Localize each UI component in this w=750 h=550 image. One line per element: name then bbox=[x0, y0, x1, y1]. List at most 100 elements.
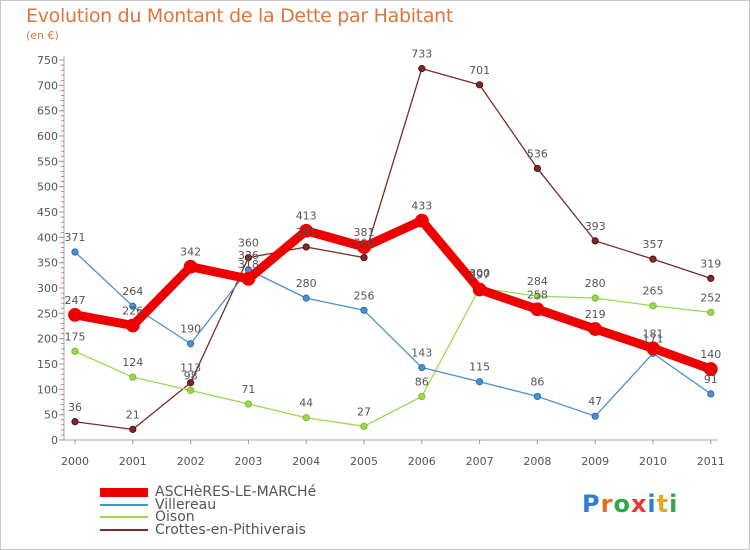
data-label: 21 bbox=[126, 408, 140, 421]
series-oison bbox=[71, 284, 715, 430]
data-point bbox=[418, 392, 426, 401]
data-point bbox=[129, 302, 137, 310]
data-label: 252 bbox=[700, 291, 721, 304]
data-point bbox=[71, 248, 79, 256]
y-tick-label: 750 bbox=[37, 54, 58, 67]
data-label: 171 bbox=[643, 332, 664, 345]
x-tick-label: 2007 bbox=[466, 455, 494, 468]
data-label: 36 bbox=[68, 401, 82, 414]
x-tick-label: 2000 bbox=[61, 455, 89, 468]
x-tick-label: 2009 bbox=[581, 455, 609, 468]
data-label: 536 bbox=[527, 147, 548, 160]
data-label: 247 bbox=[65, 294, 86, 307]
data-label: 342 bbox=[180, 246, 201, 259]
data-label: 143 bbox=[411, 347, 432, 360]
x-tick-label: 2011 bbox=[697, 455, 725, 468]
data-point bbox=[360, 422, 368, 430]
data-point bbox=[302, 294, 310, 302]
legend-label: Crottes-en-Pithiverais bbox=[155, 521, 306, 538]
data-label: 357 bbox=[643, 238, 664, 251]
data-label: 280 bbox=[296, 277, 317, 290]
chart-subtitle: (en €) bbox=[26, 29, 59, 42]
y-tick-label: 150 bbox=[37, 358, 58, 371]
x-tick-label: 2001 bbox=[119, 455, 147, 468]
data-point bbox=[241, 271, 256, 286]
series-line bbox=[74, 67, 712, 431]
x-tick-label: 2004 bbox=[292, 455, 320, 468]
data-label: 113 bbox=[180, 362, 201, 375]
legend-label: Oison bbox=[155, 509, 195, 525]
series-line bbox=[70, 216, 716, 374]
data-label: 86 bbox=[530, 375, 544, 388]
data-label: 336 bbox=[238, 249, 259, 262]
y-tick-label: 400 bbox=[37, 231, 58, 244]
data-label: 701 bbox=[469, 64, 490, 77]
y-tick-label: 600 bbox=[37, 130, 58, 143]
y-tick-label: 650 bbox=[37, 105, 58, 118]
x-tick-label: 2006 bbox=[408, 455, 436, 468]
series-line bbox=[74, 251, 712, 417]
data-point bbox=[302, 243, 310, 251]
logo-letter: o bbox=[613, 490, 631, 518]
y-tick-label: 200 bbox=[37, 333, 58, 346]
series-layer bbox=[68, 65, 718, 433]
data-point bbox=[244, 400, 252, 408]
data-label: 219 bbox=[585, 308, 606, 321]
legend-label: ASCHèRES-LE-MARCHé bbox=[155, 484, 317, 500]
data-label: 264 bbox=[122, 285, 143, 298]
data-label: 98 bbox=[184, 369, 198, 382]
data-label: 433 bbox=[411, 200, 432, 213]
data-label: 86 bbox=[415, 375, 429, 388]
data-label: 297 bbox=[469, 269, 490, 282]
data-label: 27 bbox=[357, 405, 371, 418]
data-point bbox=[646, 341, 660, 356]
axes: 0 50 100 150 200 250 300 350 400 450 500 550 600 650 7… bbox=[37, 54, 725, 468]
data-point bbox=[244, 254, 252, 262]
data-label: 319 bbox=[700, 257, 721, 270]
data-point bbox=[187, 340, 195, 348]
data-label: 258 bbox=[527, 288, 548, 301]
legend-swatch bbox=[100, 487, 148, 497]
data-point bbox=[533, 392, 542, 401]
legend-label: Villereau bbox=[155, 496, 217, 513]
y-tick-label: 450 bbox=[37, 206, 58, 219]
data-point bbox=[533, 292, 542, 300]
data-point bbox=[707, 308, 715, 316]
y-tick-label: 550 bbox=[37, 155, 58, 168]
data-label: 256 bbox=[354, 289, 375, 302]
data-label: 381 bbox=[354, 226, 375, 239]
x-tick-label: 2003 bbox=[234, 455, 262, 468]
proxiti-logo: Proxiti bbox=[582, 490, 678, 518]
data-point bbox=[472, 282, 487, 297]
data-label: 300 bbox=[469, 267, 490, 280]
data-label: 360 bbox=[238, 237, 259, 250]
data-point bbox=[707, 390, 715, 398]
data-point bbox=[418, 65, 426, 73]
data-label: 47 bbox=[588, 395, 602, 408]
logo-letter: r bbox=[600, 490, 614, 518]
y-tick-label: 350 bbox=[37, 257, 58, 270]
logo-letter: i bbox=[647, 490, 657, 518]
logo-letter: x bbox=[630, 490, 648, 518]
data-label: 371 bbox=[65, 231, 86, 244]
y-tick-label: 0 bbox=[51, 434, 58, 447]
y-tick-label: 50 bbox=[44, 409, 58, 422]
data-point bbox=[591, 237, 599, 245]
data-point bbox=[187, 379, 195, 387]
data-label: 115 bbox=[469, 361, 490, 374]
data-label: 393 bbox=[585, 220, 606, 233]
data-label: 284 bbox=[527, 275, 548, 288]
logo-letter: i bbox=[669, 490, 679, 518]
y-tick-label: 300 bbox=[37, 282, 58, 295]
logo-letter: t bbox=[656, 490, 670, 518]
data-point bbox=[703, 362, 718, 376]
x-tick-label: 2008 bbox=[523, 455, 551, 468]
data-label: 318 bbox=[238, 258, 259, 271]
data-point bbox=[530, 302, 545, 317]
data-label: 91 bbox=[704, 373, 718, 386]
data-label: 226 bbox=[122, 304, 143, 317]
data-label: 360 bbox=[354, 237, 375, 250]
data-label: 181 bbox=[643, 327, 664, 340]
